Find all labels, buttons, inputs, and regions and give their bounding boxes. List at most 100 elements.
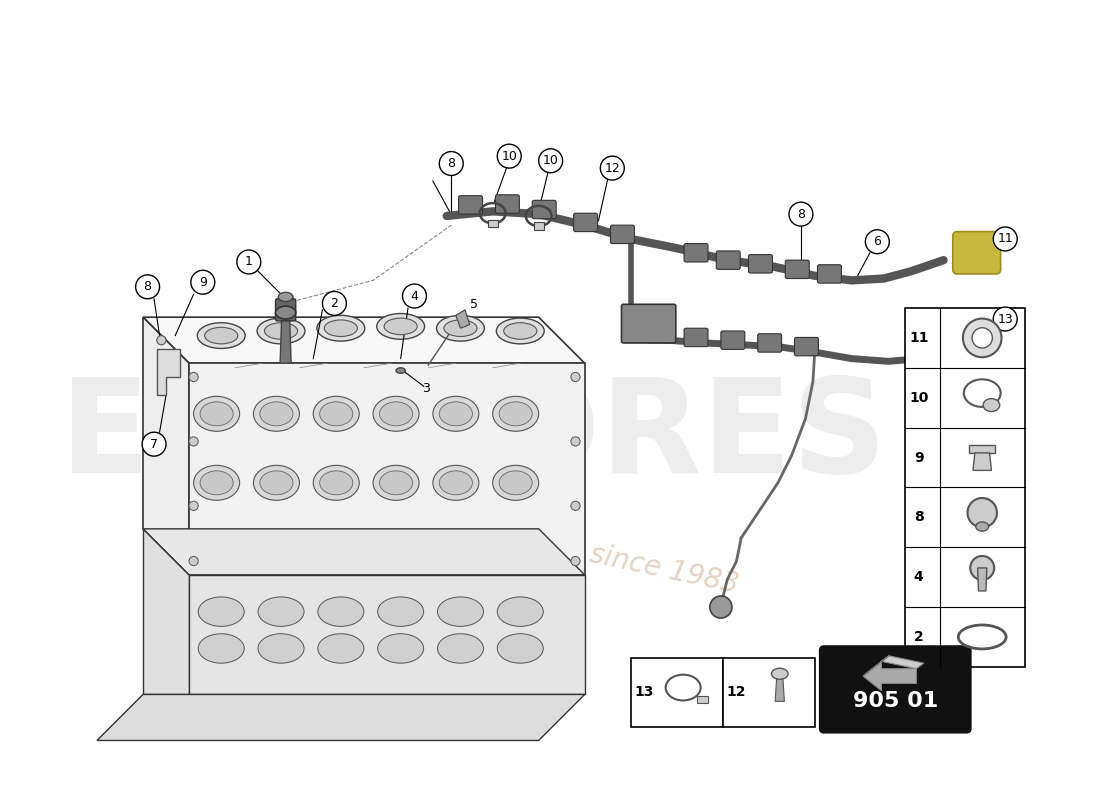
FancyBboxPatch shape [630,658,723,726]
Text: 5: 5 [471,298,478,310]
Ellipse shape [198,634,244,663]
Ellipse shape [439,471,472,494]
Circle shape [403,284,427,308]
Text: 6: 6 [873,235,881,248]
Text: 13: 13 [998,313,1013,326]
Ellipse shape [771,668,788,679]
Circle shape [571,372,580,382]
Ellipse shape [194,396,240,431]
Polygon shape [881,656,924,669]
Text: 4: 4 [914,570,924,584]
Circle shape [439,151,463,175]
Circle shape [189,372,198,382]
Polygon shape [143,317,189,575]
FancyBboxPatch shape [495,194,519,214]
FancyBboxPatch shape [974,319,1022,362]
Circle shape [142,432,166,456]
FancyBboxPatch shape [535,222,544,230]
Ellipse shape [962,318,1001,358]
Text: 7: 7 [150,438,158,450]
FancyBboxPatch shape [488,220,498,227]
Ellipse shape [200,471,233,494]
Ellipse shape [377,634,424,663]
Ellipse shape [377,597,424,626]
Circle shape [539,149,562,173]
Ellipse shape [438,597,484,626]
Ellipse shape [253,466,299,500]
Ellipse shape [438,634,484,663]
Ellipse shape [318,597,364,626]
Polygon shape [97,694,585,741]
Ellipse shape [437,315,484,341]
Ellipse shape [373,396,419,431]
Text: 905 01: 905 01 [852,691,938,711]
Ellipse shape [275,306,296,319]
Ellipse shape [379,471,412,494]
Ellipse shape [493,396,539,431]
Circle shape [789,202,813,226]
Circle shape [571,502,580,510]
FancyBboxPatch shape [794,338,818,356]
Ellipse shape [497,597,543,626]
Text: 10: 10 [909,390,928,405]
Polygon shape [969,445,996,453]
FancyBboxPatch shape [758,334,782,352]
FancyBboxPatch shape [684,328,708,346]
Text: 8: 8 [448,157,455,170]
Circle shape [710,596,732,618]
Polygon shape [189,363,585,575]
Circle shape [189,502,198,510]
Ellipse shape [198,597,244,626]
Polygon shape [978,568,987,591]
Ellipse shape [497,634,543,663]
Ellipse shape [278,292,293,302]
Ellipse shape [499,402,532,426]
Text: a part for parts since 1983: a part for parts since 1983 [373,495,741,599]
Text: 9: 9 [199,276,207,289]
Ellipse shape [205,327,238,344]
FancyBboxPatch shape [748,254,772,273]
Text: 8: 8 [914,510,924,524]
FancyBboxPatch shape [821,646,970,732]
Text: 2: 2 [330,297,339,310]
FancyBboxPatch shape [785,260,810,278]
Ellipse shape [260,402,293,426]
Ellipse shape [253,396,299,431]
Ellipse shape [433,466,478,500]
Ellipse shape [257,318,305,344]
Ellipse shape [317,315,365,341]
Polygon shape [697,696,708,703]
Circle shape [993,227,1018,251]
Circle shape [322,291,346,315]
Ellipse shape [976,522,989,531]
Circle shape [993,307,1018,331]
Ellipse shape [504,322,537,339]
Circle shape [236,250,261,274]
Polygon shape [143,529,189,694]
Polygon shape [864,656,889,676]
Polygon shape [157,350,179,395]
Ellipse shape [384,318,417,334]
FancyBboxPatch shape [647,325,671,343]
FancyBboxPatch shape [716,251,740,270]
Ellipse shape [260,471,293,494]
Text: 1: 1 [245,255,253,269]
FancyBboxPatch shape [684,243,708,262]
FancyBboxPatch shape [905,308,1024,667]
Ellipse shape [496,318,544,344]
Polygon shape [189,575,585,694]
Polygon shape [143,529,585,575]
Circle shape [866,230,889,254]
FancyBboxPatch shape [610,225,635,243]
Ellipse shape [197,322,245,349]
Text: 9: 9 [914,450,924,465]
Circle shape [190,270,214,294]
Text: 4: 4 [410,290,418,302]
Text: 10: 10 [502,150,517,162]
Ellipse shape [320,402,353,426]
Ellipse shape [396,368,405,374]
Ellipse shape [379,402,412,426]
FancyBboxPatch shape [621,304,675,343]
Polygon shape [143,317,585,363]
Ellipse shape [444,320,477,337]
